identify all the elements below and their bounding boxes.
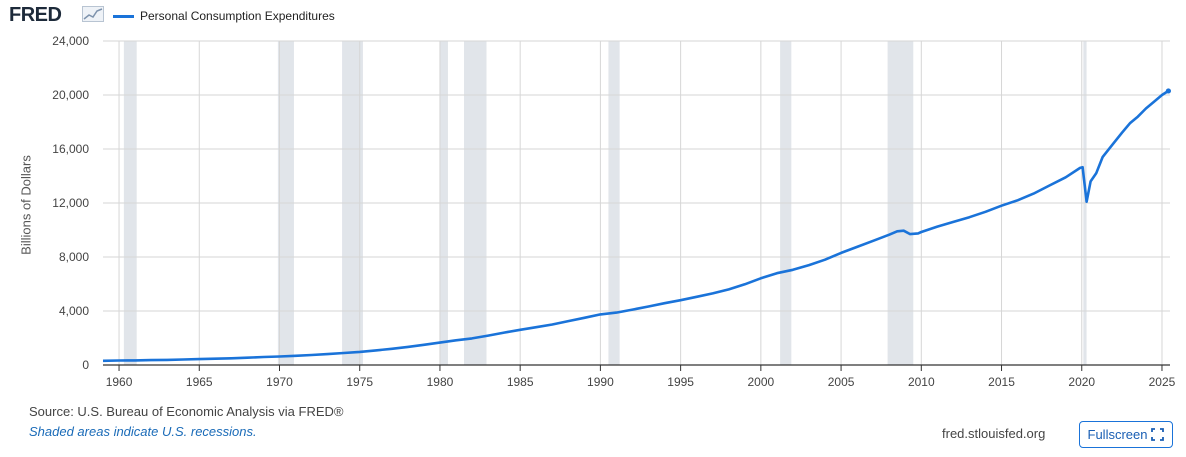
y-tick-label: 8,000	[59, 250, 89, 264]
x-tick-label: 1960	[106, 375, 133, 389]
y-tick-label: 12,000	[52, 196, 89, 210]
x-tick-label: 2005	[828, 375, 855, 389]
series-lines	[102, 88, 1171, 363]
fullscreen-button[interactable]: Fullscreen	[1079, 421, 1173, 448]
x-tick-label: 1990	[587, 375, 614, 389]
x-tick-label: 1975	[346, 375, 373, 389]
legend-swatch	[113, 14, 134, 18]
fred-logo[interactable]: FRED	[9, 4, 62, 26]
series-end-point	[1165, 88, 1171, 94]
y-tick-labels: 0 4,000 8,000 12,000 16,000 20,000 24,000	[52, 34, 89, 372]
x-tick-label: 1980	[427, 375, 454, 389]
y-tick-label: 0	[82, 358, 89, 372]
y-tick-label: 4,000	[59, 304, 89, 318]
x-tick-label: 2025	[1149, 375, 1176, 389]
site-link[interactable]: fred.stlouisfed.org	[942, 426, 1046, 441]
line-chart-icon	[82, 6, 104, 22]
fullscreen-label: Fullscreen	[1087, 427, 1148, 442]
legend-series-name: Personal Consumption Expenditures	[140, 9, 335, 23]
y-tick-label: 24,000	[52, 34, 89, 48]
expand-icon	[1151, 428, 1165, 441]
series-line	[102, 89, 1170, 363]
x-tick-label: 2015	[988, 375, 1015, 389]
chart-plot: 0 4,000 8,000 12,000 16,000 20,000 24,000 1960…	[52, 34, 1176, 389]
x-tick-label: 1970	[266, 375, 293, 389]
x-tick-label: 2010	[908, 375, 935, 389]
y-tick-label: 16,000	[52, 142, 89, 156]
y-tick-label: 20,000	[52, 88, 89, 102]
x-tick-label: 1965	[186, 375, 213, 389]
x-tick-label: 2000	[747, 375, 774, 389]
source-note: Source: U.S. Bureau of Economic Analysis…	[29, 404, 344, 419]
x-tick-label: 1995	[667, 375, 694, 389]
x-tick-labels: 1960 1965 1970 1975 1980 1985 1990 1995 2000 2005…	[106, 375, 1176, 389]
axes	[103, 364, 1170, 371]
x-tick-label: 2020	[1068, 375, 1095, 389]
recession-note: Shaded areas indicate U.S. recessions.	[29, 424, 257, 439]
chart-legend: Personal Consumption Expenditures	[113, 9, 335, 23]
x-tick-label: 1985	[507, 375, 534, 389]
